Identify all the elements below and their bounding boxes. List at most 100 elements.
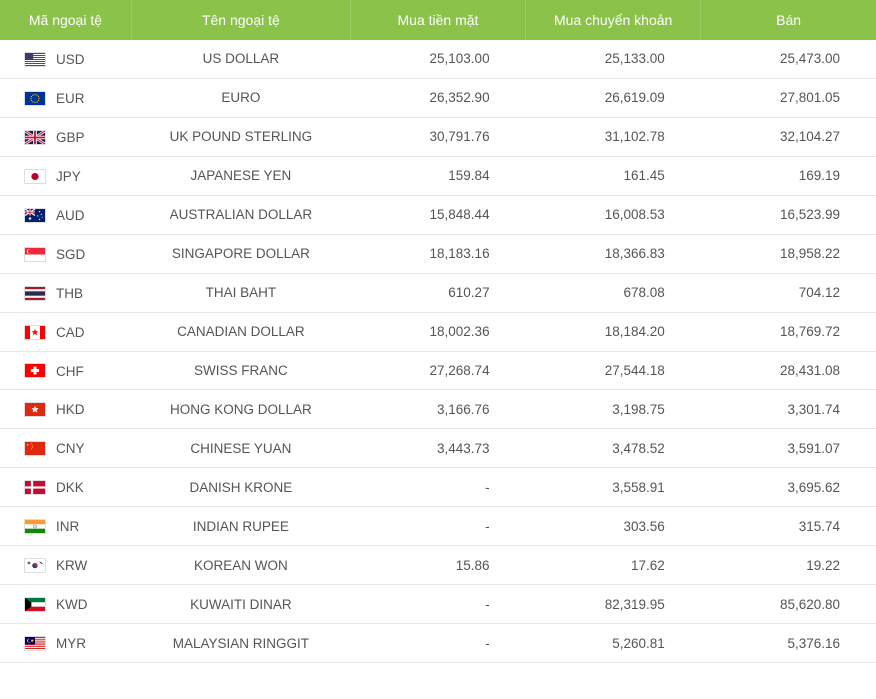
currency-name: UK POUND STERLING (131, 117, 350, 156)
buy-cash-value: 610.27 (350, 273, 525, 312)
buy-transfer-value: 3,478.52 (526, 429, 701, 468)
currency-code-cell: KWD (0, 585, 131, 624)
currency-code: USD (56, 52, 85, 67)
currency-code-cell: CHF (0, 351, 131, 390)
table-row: INRINDIAN RUPEE-303.56315.74 (0, 507, 876, 546)
currency-code-cell: GBP (0, 117, 131, 156)
th-flag-icon (24, 286, 46, 301)
jp-flag-icon (24, 169, 46, 184)
currency-name: CANADIAN DOLLAR (131, 312, 350, 351)
sell-value: 18,958.22 (701, 234, 876, 273)
sell-value: 16,523.99 (701, 195, 876, 234)
buy-transfer-value: 3,198.75 (526, 390, 701, 429)
sell-value: 704.12 (701, 273, 876, 312)
col-header-buy-transfer: Mua chuyển khoản (526, 0, 701, 40)
exchange-rate-table: Mã ngoại tệ Tên ngoại tệ Mua tiền mặt Mu… (0, 0, 876, 663)
currency-name: THAI BAHT (131, 273, 350, 312)
buy-transfer-value: 31,102.78 (526, 117, 701, 156)
currency-name: KOREAN WON (131, 546, 350, 585)
buy-transfer-value: 18,366.83 (526, 234, 701, 273)
buy-transfer-value: 17.62 (526, 546, 701, 585)
currency-code: GBP (56, 130, 85, 145)
currency-name: JAPANESE YEN (131, 156, 350, 195)
buy-cash-value: 159.84 (350, 156, 525, 195)
in-flag-icon (24, 519, 46, 534)
currency-code: KWD (56, 597, 88, 612)
sell-value: 3,591.07 (701, 429, 876, 468)
currency-code: CAD (56, 325, 85, 340)
currency-code: CHF (56, 363, 84, 378)
table-row: DKKDANISH KRONE-3,558.913,695.62 (0, 468, 876, 507)
currency-code: HKD (56, 402, 85, 417)
currency-code-cell: JPY (0, 156, 131, 195)
buy-cash-value: 15.86 (350, 546, 525, 585)
table-row: THBTHAI BAHT610.27678.08704.12 (0, 273, 876, 312)
currency-code: SGD (56, 247, 85, 262)
cn-flag-icon (24, 441, 46, 456)
sell-value: 27,801.05 (701, 78, 876, 117)
table-row: HKDHONG KONG DOLLAR3,166.763,198.753,301… (0, 390, 876, 429)
buy-cash-value: - (350, 624, 525, 663)
sell-value: 315.74 (701, 507, 876, 546)
buy-cash-value: 25,103.00 (350, 40, 525, 78)
currency-code-cell: KRW (0, 546, 131, 585)
currency-name: HONG KONG DOLLAR (131, 390, 350, 429)
buy-transfer-value: 82,319.95 (526, 585, 701, 624)
sell-value: 19.22 (701, 546, 876, 585)
currency-code: AUD (56, 208, 85, 223)
table-row: SGD SINGAPORE DOLLAR18,183.1618,366.8318,… (0, 234, 876, 273)
currency-name: SWISS FRANC (131, 351, 350, 390)
currency-code-cell: INR (0, 507, 131, 546)
currency-name: AUSTRALIAN DOLLAR (131, 195, 350, 234)
us-flag-icon (24, 52, 46, 67)
sell-value: 25,473.00 (701, 40, 876, 78)
buy-transfer-value: 161.45 (526, 156, 701, 195)
currency-code-cell: USD (0, 40, 131, 78)
table-row: CNYCHINESE YUAN3,443.733,478.523,591.07 (0, 429, 876, 468)
currency-code-cell: HKD (0, 390, 131, 429)
table-row: USDUS DOLLAR25,103.0025,133.0025,473.00 (0, 40, 876, 78)
table-row: AUDAUSTRALIAN DOLLAR15,848.4416,008.5316… (0, 195, 876, 234)
table-row: JPYJAPANESE YEN159.84161.45169.19 (0, 156, 876, 195)
gb-flag-icon (24, 130, 46, 145)
buy-cash-value: 18,183.16 (350, 234, 525, 273)
buy-cash-value: 26,352.90 (350, 78, 525, 117)
buy-cash-value: - (350, 585, 525, 624)
currency-code: CNY (56, 441, 85, 456)
currency-code-cell: THB (0, 273, 131, 312)
currency-code: EUR (56, 91, 85, 106)
eu-flag-icon (24, 91, 46, 106)
currency-code: MYR (56, 636, 86, 651)
sell-value: 85,620.80 (701, 585, 876, 624)
currency-code-cell: AUD (0, 195, 131, 234)
buy-transfer-value: 5,260.81 (526, 624, 701, 663)
my-flag-icon (24, 636, 46, 651)
table-row: KRWKOREAN WON15.8617.6219.22 (0, 546, 876, 585)
buy-transfer-value: 18,184.20 (526, 312, 701, 351)
currency-code-cell: EUR (0, 78, 131, 117)
sell-value: 169.19 (701, 156, 876, 195)
kw-flag-icon (24, 597, 46, 612)
currency-code-cell: SGD (0, 234, 131, 273)
ch-flag-icon (24, 363, 46, 378)
ca-flag-icon (24, 325, 46, 340)
table-row: MYRMALAYSIAN RINGGIT-5,260.815,376.16 (0, 624, 876, 663)
currency-name: MALAYSIAN RINGGIT (131, 624, 350, 663)
col-header-buy-cash: Mua tiền mặt (350, 0, 525, 40)
buy-transfer-value: 678.08 (526, 273, 701, 312)
sell-value: 18,769.72 (701, 312, 876, 351)
buy-cash-value: 15,848.44 (350, 195, 525, 234)
buy-cash-value: 3,166.76 (350, 390, 525, 429)
table-row: CHFSWISS FRANC27,268.7427,544.1828,431.0… (0, 351, 876, 390)
kr-flag-icon (24, 558, 46, 573)
sell-value: 3,695.62 (701, 468, 876, 507)
currency-name: SINGAPORE DOLLAR (131, 234, 350, 273)
currency-name: INDIAN RUPEE (131, 507, 350, 546)
col-header-sell: Bán (701, 0, 876, 40)
table-row: EUREURO26,352.9026,619.0927,801.05 (0, 78, 876, 117)
buy-transfer-value: 3,558.91 (526, 468, 701, 507)
currency-name: DANISH KRONE (131, 468, 350, 507)
col-header-code: Mã ngoại tệ (0, 0, 131, 40)
buy-cash-value: - (350, 507, 525, 546)
buy-transfer-value: 25,133.00 (526, 40, 701, 78)
